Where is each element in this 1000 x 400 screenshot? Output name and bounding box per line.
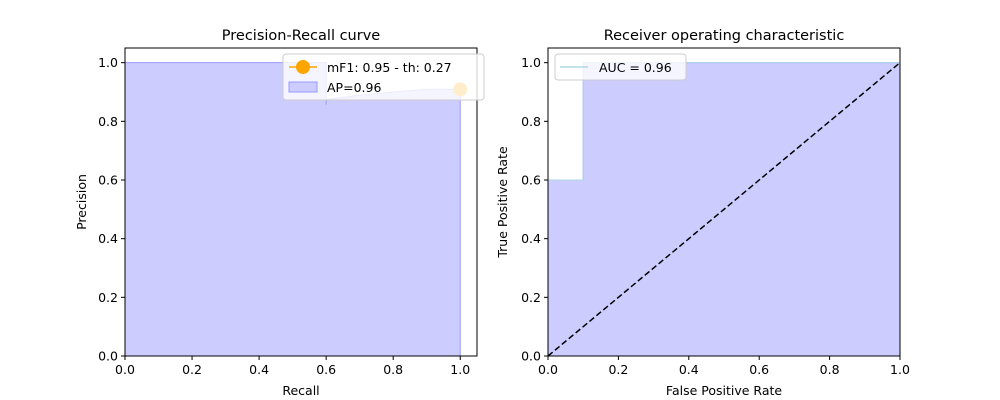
roc-y-tick-label: 1.0: [521, 55, 541, 70]
pr-legend-marker-label: mF1: 0.95 - th: 0.27: [327, 60, 452, 75]
pr-x-tick-label: 0.0: [115, 362, 135, 377]
pr-y-ticks: 0.0 0.2 0.4 0.6 0.8 1.0: [98, 55, 125, 364]
roc-x-tick-label: 0.6: [749, 362, 769, 377]
pr-legend-box: [282, 53, 485, 101]
pr-x-tick-label: 0.4: [249, 362, 269, 377]
pr-y-tick-label: 0.6: [98, 173, 118, 188]
pr-legend-marker: [296, 60, 310, 74]
pr-y-tick-label: 0.4: [98, 231, 118, 246]
pr-legend-fill-swatch: [288, 81, 318, 93]
pr-x-label: Recall: [282, 383, 319, 398]
roc-x-ticks: 0.0 0.2 0.4 0.6 0.8 1.0: [538, 356, 910, 377]
roc-y-tick-label: 0.0: [521, 349, 541, 364]
pr-y-tick-label: 0.2: [98, 290, 118, 305]
roc-y-label: True Positive Rate: [495, 146, 510, 259]
pr-y-tick-label: 1.0: [98, 55, 118, 70]
pr-title: Precision-Recall curve: [222, 28, 381, 44]
roc-chance-diagonal: [547, 62, 901, 357]
roc-y-tick-label: 0.2: [521, 290, 541, 305]
pr-x-tick-label: 0.8: [383, 362, 403, 377]
roc-y-tick-label: 0.6: [521, 173, 541, 188]
pr-legend: mF1: 0.95 - th: 0.27 AP=0.96: [282, 53, 485, 101]
roc-plot-area: [547, 62, 901, 357]
roc-legend: AUC = 0.96: [554, 53, 687, 81]
roc-x-tick-label: 0.2: [608, 362, 628, 377]
pr-area-fill: [124, 62, 461, 357]
pr-axes-frame: [124, 47, 478, 357]
pr-x-tick-label: 0.2: [182, 362, 202, 377]
pr-plot-area: [124, 62, 468, 357]
pr-y-tick-label: 0.8: [98, 114, 118, 129]
roc-chart: Receiver operating characteristic 0.0 0.2…: [495, 28, 910, 398]
pr-y-label: Precision: [74, 174, 89, 230]
roc-legend-label: AUC = 0.96: [599, 60, 672, 75]
pr-chart: Precision-Recall curve 0.0 0.2 0.4 0.6 0.8 1.…: [74, 28, 485, 398]
pr-x-tick-label: 1.0: [450, 362, 470, 377]
pr-x-ticks: 0.0 0.2 0.4 0.6 0.8 1.0: [115, 356, 470, 377]
roc-x-tick-label: 1.0: [890, 362, 910, 377]
roc-x-tick-label: 0.8: [820, 362, 840, 377]
roc-y-tick-label: 0.8: [521, 114, 541, 129]
pr-x-tick-label: 0.6: [316, 362, 336, 377]
roc-x-tick-label: 0.4: [679, 362, 699, 377]
pr-legend-fill-label: AP=0.96: [327, 80, 381, 95]
pr-y-tick-label: 0.0: [98, 349, 118, 364]
roc-x-label: False Positive Rate: [666, 383, 782, 398]
roc-y-ticks: 0.0 0.2 0.4 0.6 0.8 1.0: [521, 55, 548, 364]
roc-title: Receiver operating characteristic: [604, 28, 845, 44]
roc-y-tick-label: 0.4: [521, 231, 541, 246]
roc-x-tick-label: 0.0: [538, 362, 558, 377]
roc-legend-box: [554, 53, 687, 81]
roc-axes-frame: [547, 47, 901, 357]
